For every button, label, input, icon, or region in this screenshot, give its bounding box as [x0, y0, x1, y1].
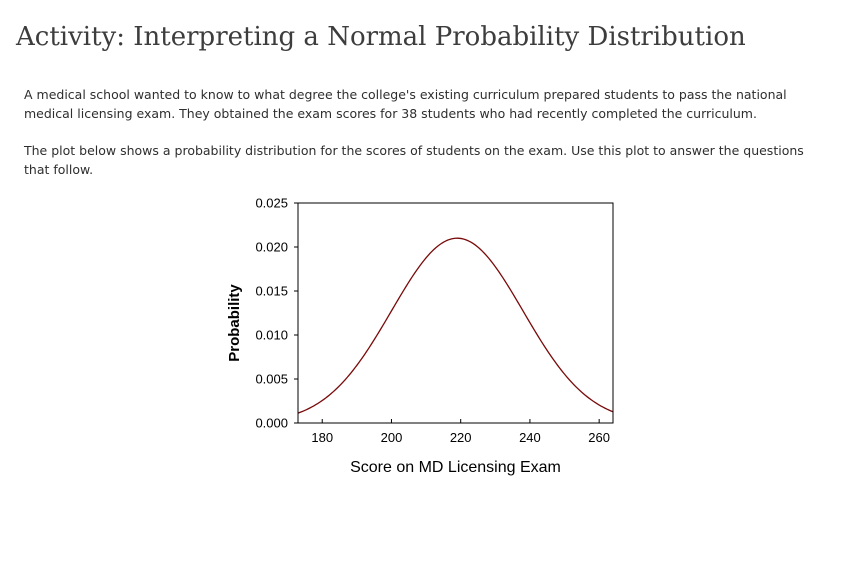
x-axis-title: Score on MD Licensing Exam: [350, 459, 561, 476]
y-tick-label: 0.025: [255, 196, 288, 211]
x-tick-label: 200: [381, 430, 403, 445]
normal-distribution-chart: 180 200 220 240 260 0.000 0.005 0.010 0.015 0.02…: [226, 196, 614, 476]
intro-paragraph: A medical school wanted to know to what …: [24, 87, 787, 121]
x-tick-label: 260: [588, 430, 610, 445]
x-axis-ticks: 180 200 220 240 260: [311, 419, 610, 445]
y-tick-label: 0.010: [255, 328, 288, 343]
x-tick-label: 240: [519, 430, 541, 445]
plot-frame: [297, 202, 614, 424]
page-title: Activity: Interpreting a Normal Probabil…: [16, 22, 746, 52]
distribution-curve-line: [297, 237, 614, 414]
y-tick-label: 0.020: [255, 240, 288, 255]
y-tick-label: 0.015: [255, 284, 288, 299]
y-axis-ticks: 0.000 0.005 0.010 0.015 0.020 0.025: [255, 196, 298, 431]
instructions-paragraph: The plot below shows a probability distr…: [24, 143, 804, 177]
y-tick-label: 0.005: [255, 372, 288, 387]
x-tick-label: 220: [450, 430, 472, 445]
y-axis-title: Probability: [226, 284, 243, 362]
y-tick-label: 0.000: [255, 416, 288, 431]
x-tick-label: 180: [311, 430, 333, 445]
